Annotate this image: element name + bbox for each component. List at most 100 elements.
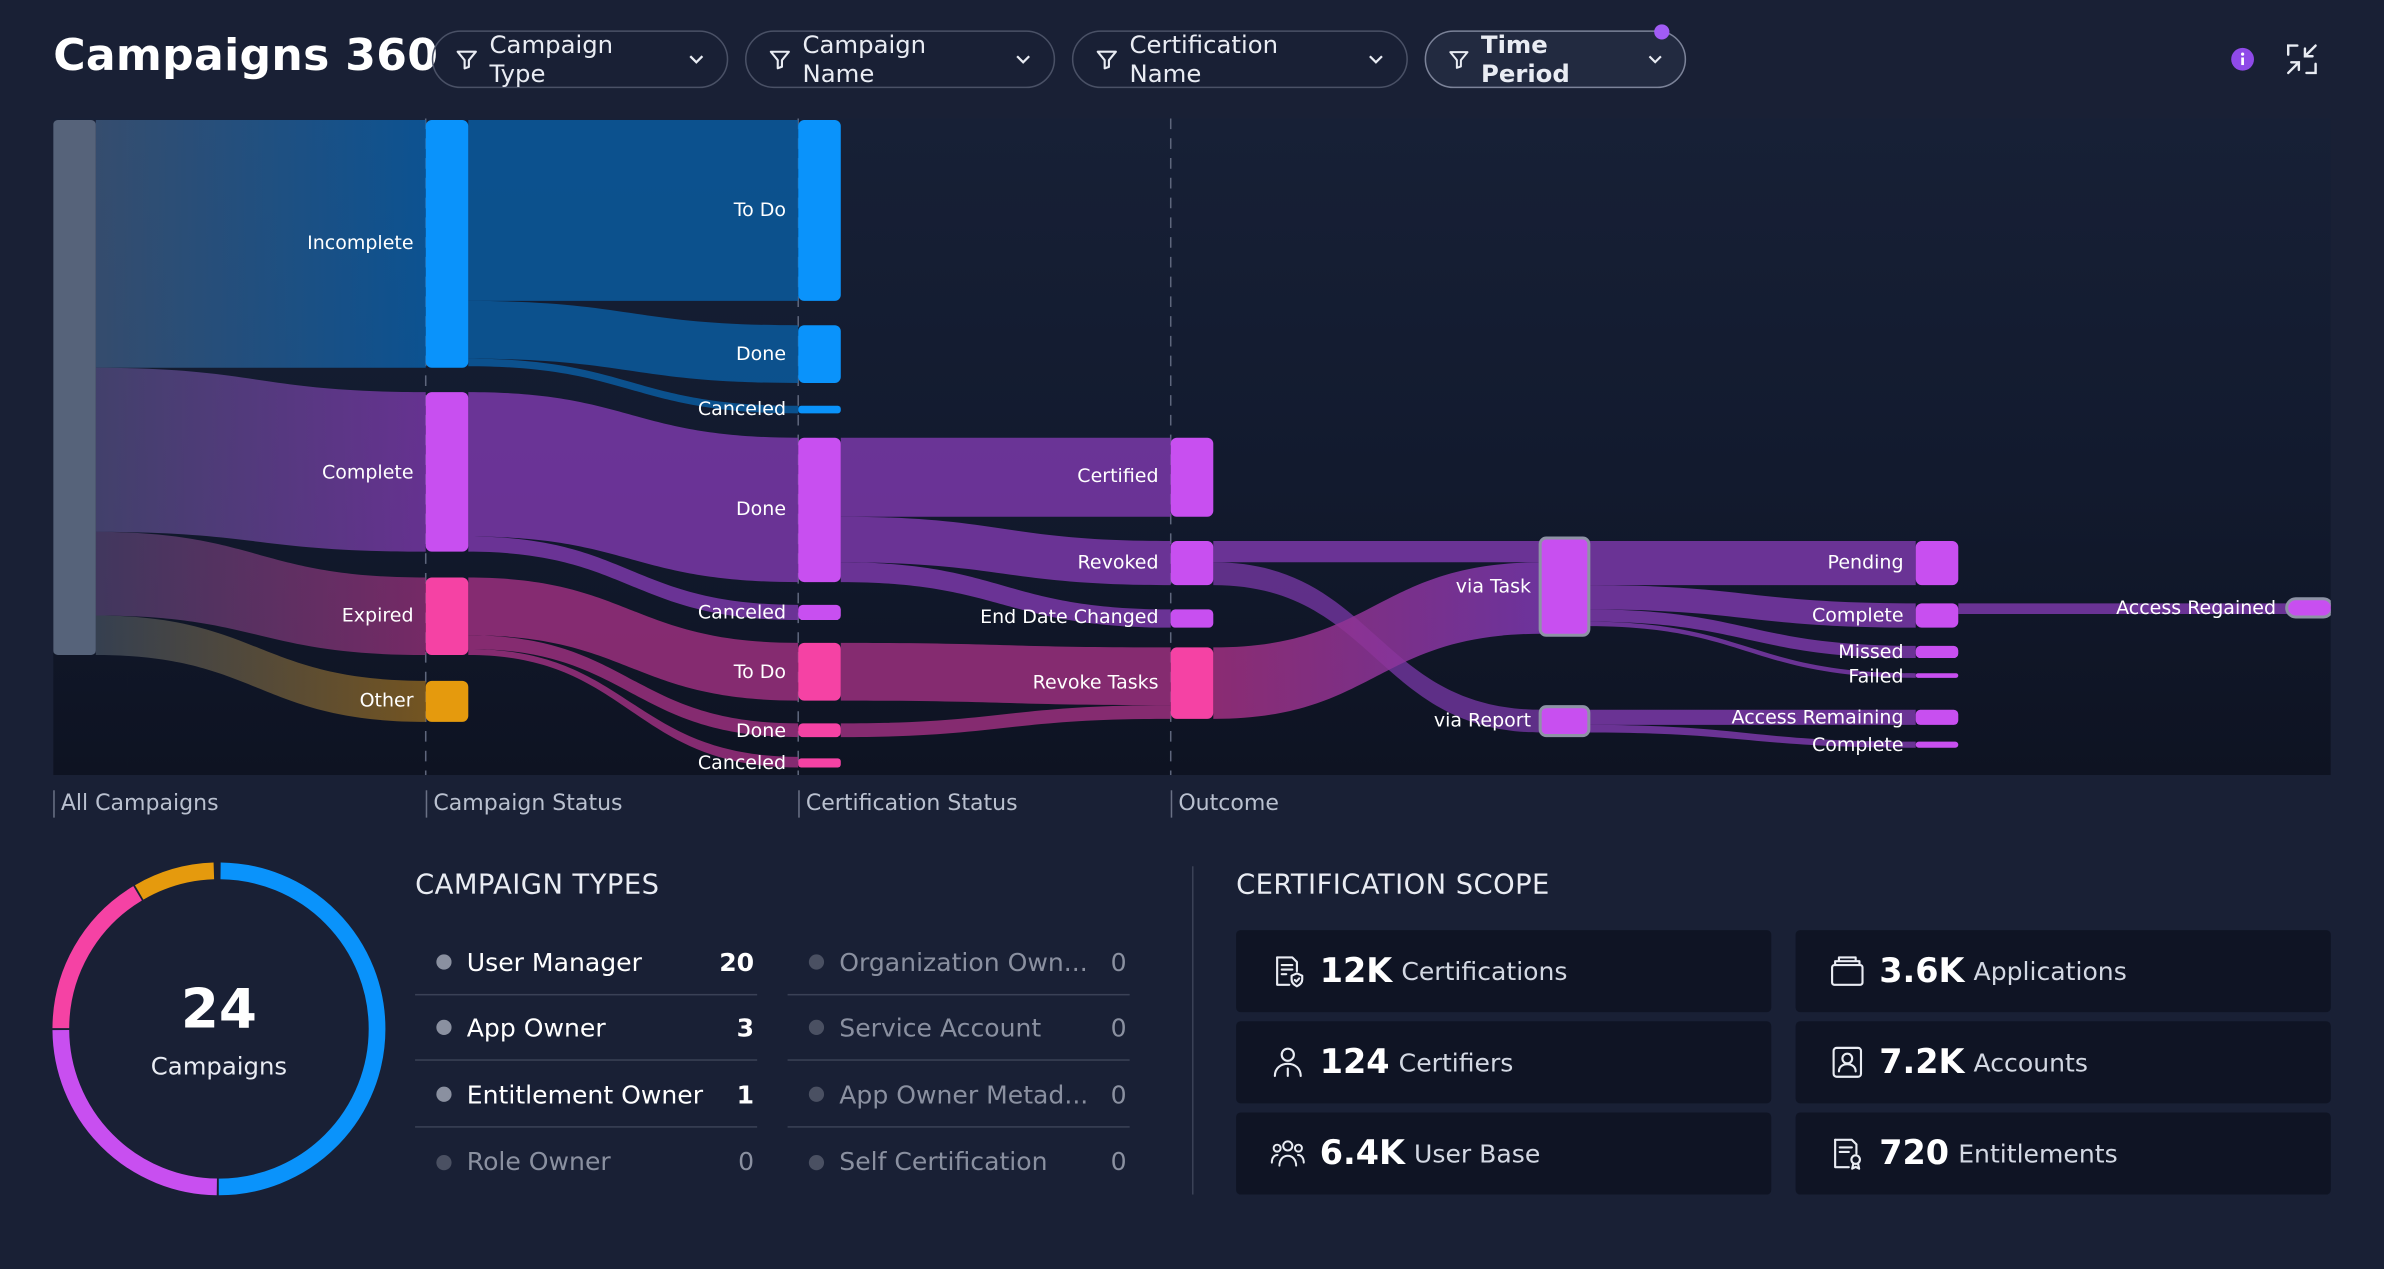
scope-card-certifiers[interactable]: 124 Certifiers [1236, 1021, 1772, 1104]
flow-revoked-viatask[interactable] [1213, 541, 1542, 563]
node-other[interactable] [425, 680, 469, 722]
donut-segment-user-manager[interactable] [52, 862, 386, 1196]
node-done-incomplete[interactable] [798, 325, 841, 383]
node-done-expired[interactable] [798, 723, 841, 738]
flow-complete-accessregained[interactable] [1958, 603, 2289, 614]
node-via-task[interactable] [1538, 536, 1591, 637]
node-complete[interactable] [425, 392, 469, 552]
node-via-report[interactable] [1538, 705, 1591, 738]
campaigns-donut-chart [52, 862, 386, 1196]
campaign-type-row[interactable]: App Owner Metad... 0 [787, 1062, 1130, 1128]
node-end-date-changed[interactable] [1170, 609, 1214, 628]
node-incomplete[interactable] [425, 120, 469, 368]
campaign-type-count: 1 [736, 1079, 755, 1109]
status-dot [808, 1019, 825, 1035]
flow-done-revoketasks[interactable] [840, 705, 1171, 738]
node-todo-expired[interactable] [798, 642, 841, 701]
flow-viatask-failed[interactable] [1587, 621, 1916, 678]
flow-complete-canceled[interactable] [468, 536, 799, 621]
node-expired[interactable] [425, 577, 469, 656]
campaign-types-title: CAMPAIGN TYPES [415, 869, 660, 902]
node-failed[interactable] [1915, 673, 1959, 678]
time-period-filter[interactable]: Time Period [1424, 24, 1687, 89]
flow-revoketasks-viatask[interactable] [1213, 562, 1542, 719]
flow-all-incomplete[interactable] [95, 120, 426, 368]
node-label: To Do [733, 199, 786, 221]
campaign-type-row[interactable]: User Manager 20 [415, 930, 758, 996]
flow-expired-todo[interactable] [468, 577, 799, 701]
scope-card-entitlements[interactable]: 720 Entitlements [1795, 1112, 2331, 1195]
node-label: Revoke Tasks [1033, 671, 1159, 693]
node-label: End Date Changed [980, 606, 1158, 628]
campaign-type-row[interactable]: Self Certification 0 [788, 1129, 1130, 1194]
flow-viatask-pending[interactable] [1587, 541, 1916, 586]
flow-all-other[interactable] [95, 615, 426, 722]
flow-incomplete-canceled[interactable] [468, 358, 799, 414]
flow-expired-done[interactable] [468, 635, 799, 738]
node-todo-incomplete[interactable] [798, 120, 841, 301]
node-label: Complete [1812, 605, 1904, 627]
flow-all-expired[interactable] [95, 531, 426, 656]
campaign-type-row[interactable]: Organization Own... 0 [787, 930, 1130, 996]
node-label: Complete [322, 462, 414, 484]
scope-card-accounts[interactable]: 7.2K Accounts [1795, 1021, 2331, 1104]
flow-viareport-complete[interactable] [1587, 724, 1916, 748]
node-complete-task[interactable] [1915, 603, 1959, 628]
node-access-regained[interactable] [2285, 597, 2331, 619]
node-label: To Do [733, 661, 786, 683]
campaign-type-count: 0 [1110, 947, 1127, 977]
filter-label: Time Period [1480, 30, 1570, 89]
node-certified[interactable] [1170, 437, 1214, 517]
campaign-type-row[interactable]: Service Account 0 [787, 995, 1130, 1061]
flow-done-revoked[interactable] [840, 516, 1171, 586]
flow-incomplete-done[interactable] [468, 300, 799, 383]
node-label: Missed [1838, 641, 1903, 663]
campaign-type-count: 0 [738, 1147, 755, 1177]
campaign-type-name: Service Account [839, 1012, 1042, 1042]
flow-done-enddate[interactable] [840, 562, 1171, 628]
node-canceled-complete[interactable] [798, 604, 841, 621]
campaign-type-row[interactable]: Entitlement Owner 1 [415, 1062, 758, 1128]
node-access-remaining[interactable] [1915, 709, 1959, 725]
campaign-type-row[interactable]: Role Owner 0 [415, 1129, 757, 1194]
total-campaigns-label: Campaigns [150, 1051, 288, 1081]
flow-incomplete-todo[interactable] [468, 120, 799, 301]
scope-card-user-base[interactable]: 6.4K User Base [1236, 1112, 1772, 1195]
flow-viatask-complete[interactable] [1587, 585, 1916, 628]
node-complete-report[interactable] [1915, 741, 1959, 748]
node-canceled-incomplete[interactable] [798, 405, 841, 414]
node-label: Certified [1077, 465, 1158, 487]
scope-value: 7.2K [1879, 1043, 1965, 1082]
node-done-complete[interactable] [798, 437, 841, 583]
flow-todo-revoketasks[interactable] [840, 642, 1171, 706]
node-label: Failed [1848, 665, 1903, 687]
flow-complete-done[interactable] [468, 392, 799, 583]
flow-done-certified[interactable] [840, 437, 1171, 517]
campaign-type-filter[interactable]: Campaign Type [431, 30, 729, 88]
column-label-outcome: Outcome [1170, 790, 1279, 818]
chevron-down-icon [1016, 55, 1031, 64]
scope-label: Applications [1973, 956, 2127, 986]
node-pending[interactable] [1915, 541, 1959, 586]
certification-name-filter[interactable]: Certification Name [1071, 30, 1408, 89]
node-revoke-tasks[interactable] [1170, 647, 1214, 719]
node-revoked[interactable] [1170, 541, 1214, 586]
scope-card-applications[interactable]: 3.6K Applications [1795, 930, 2331, 1013]
status-dot [436, 1086, 452, 1102]
scope-card-certifications[interactable]: 12K Certifications [1236, 930, 1772, 1013]
filter-label: Certification Name [1129, 30, 1278, 89]
campaign-type-name: Role Owner [466, 1147, 611, 1177]
campaign-name-filter[interactable]: Campaign Name [745, 30, 1056, 88]
flow-viatask-missed[interactable] [1587, 609, 1916, 659]
flow-expired-canceled[interactable] [468, 648, 799, 768]
node-missed[interactable] [1915, 645, 1959, 659]
collapse-icon[interactable] [2285, 43, 2318, 76]
status-dot [436, 1154, 452, 1170]
info-icon[interactable] [2230, 47, 2255, 71]
flow-all-complete[interactable] [95, 367, 426, 552]
campaign-type-row[interactable]: App Owner 3 [415, 995, 758, 1061]
node-canceled-expired[interactable] [798, 758, 841, 768]
scope-label: Entitlements [1958, 1139, 2118, 1168]
node-all-campaigns[interactable] [53, 120, 96, 656]
flow-viareport-accessremaining[interactable] [1587, 709, 1916, 725]
